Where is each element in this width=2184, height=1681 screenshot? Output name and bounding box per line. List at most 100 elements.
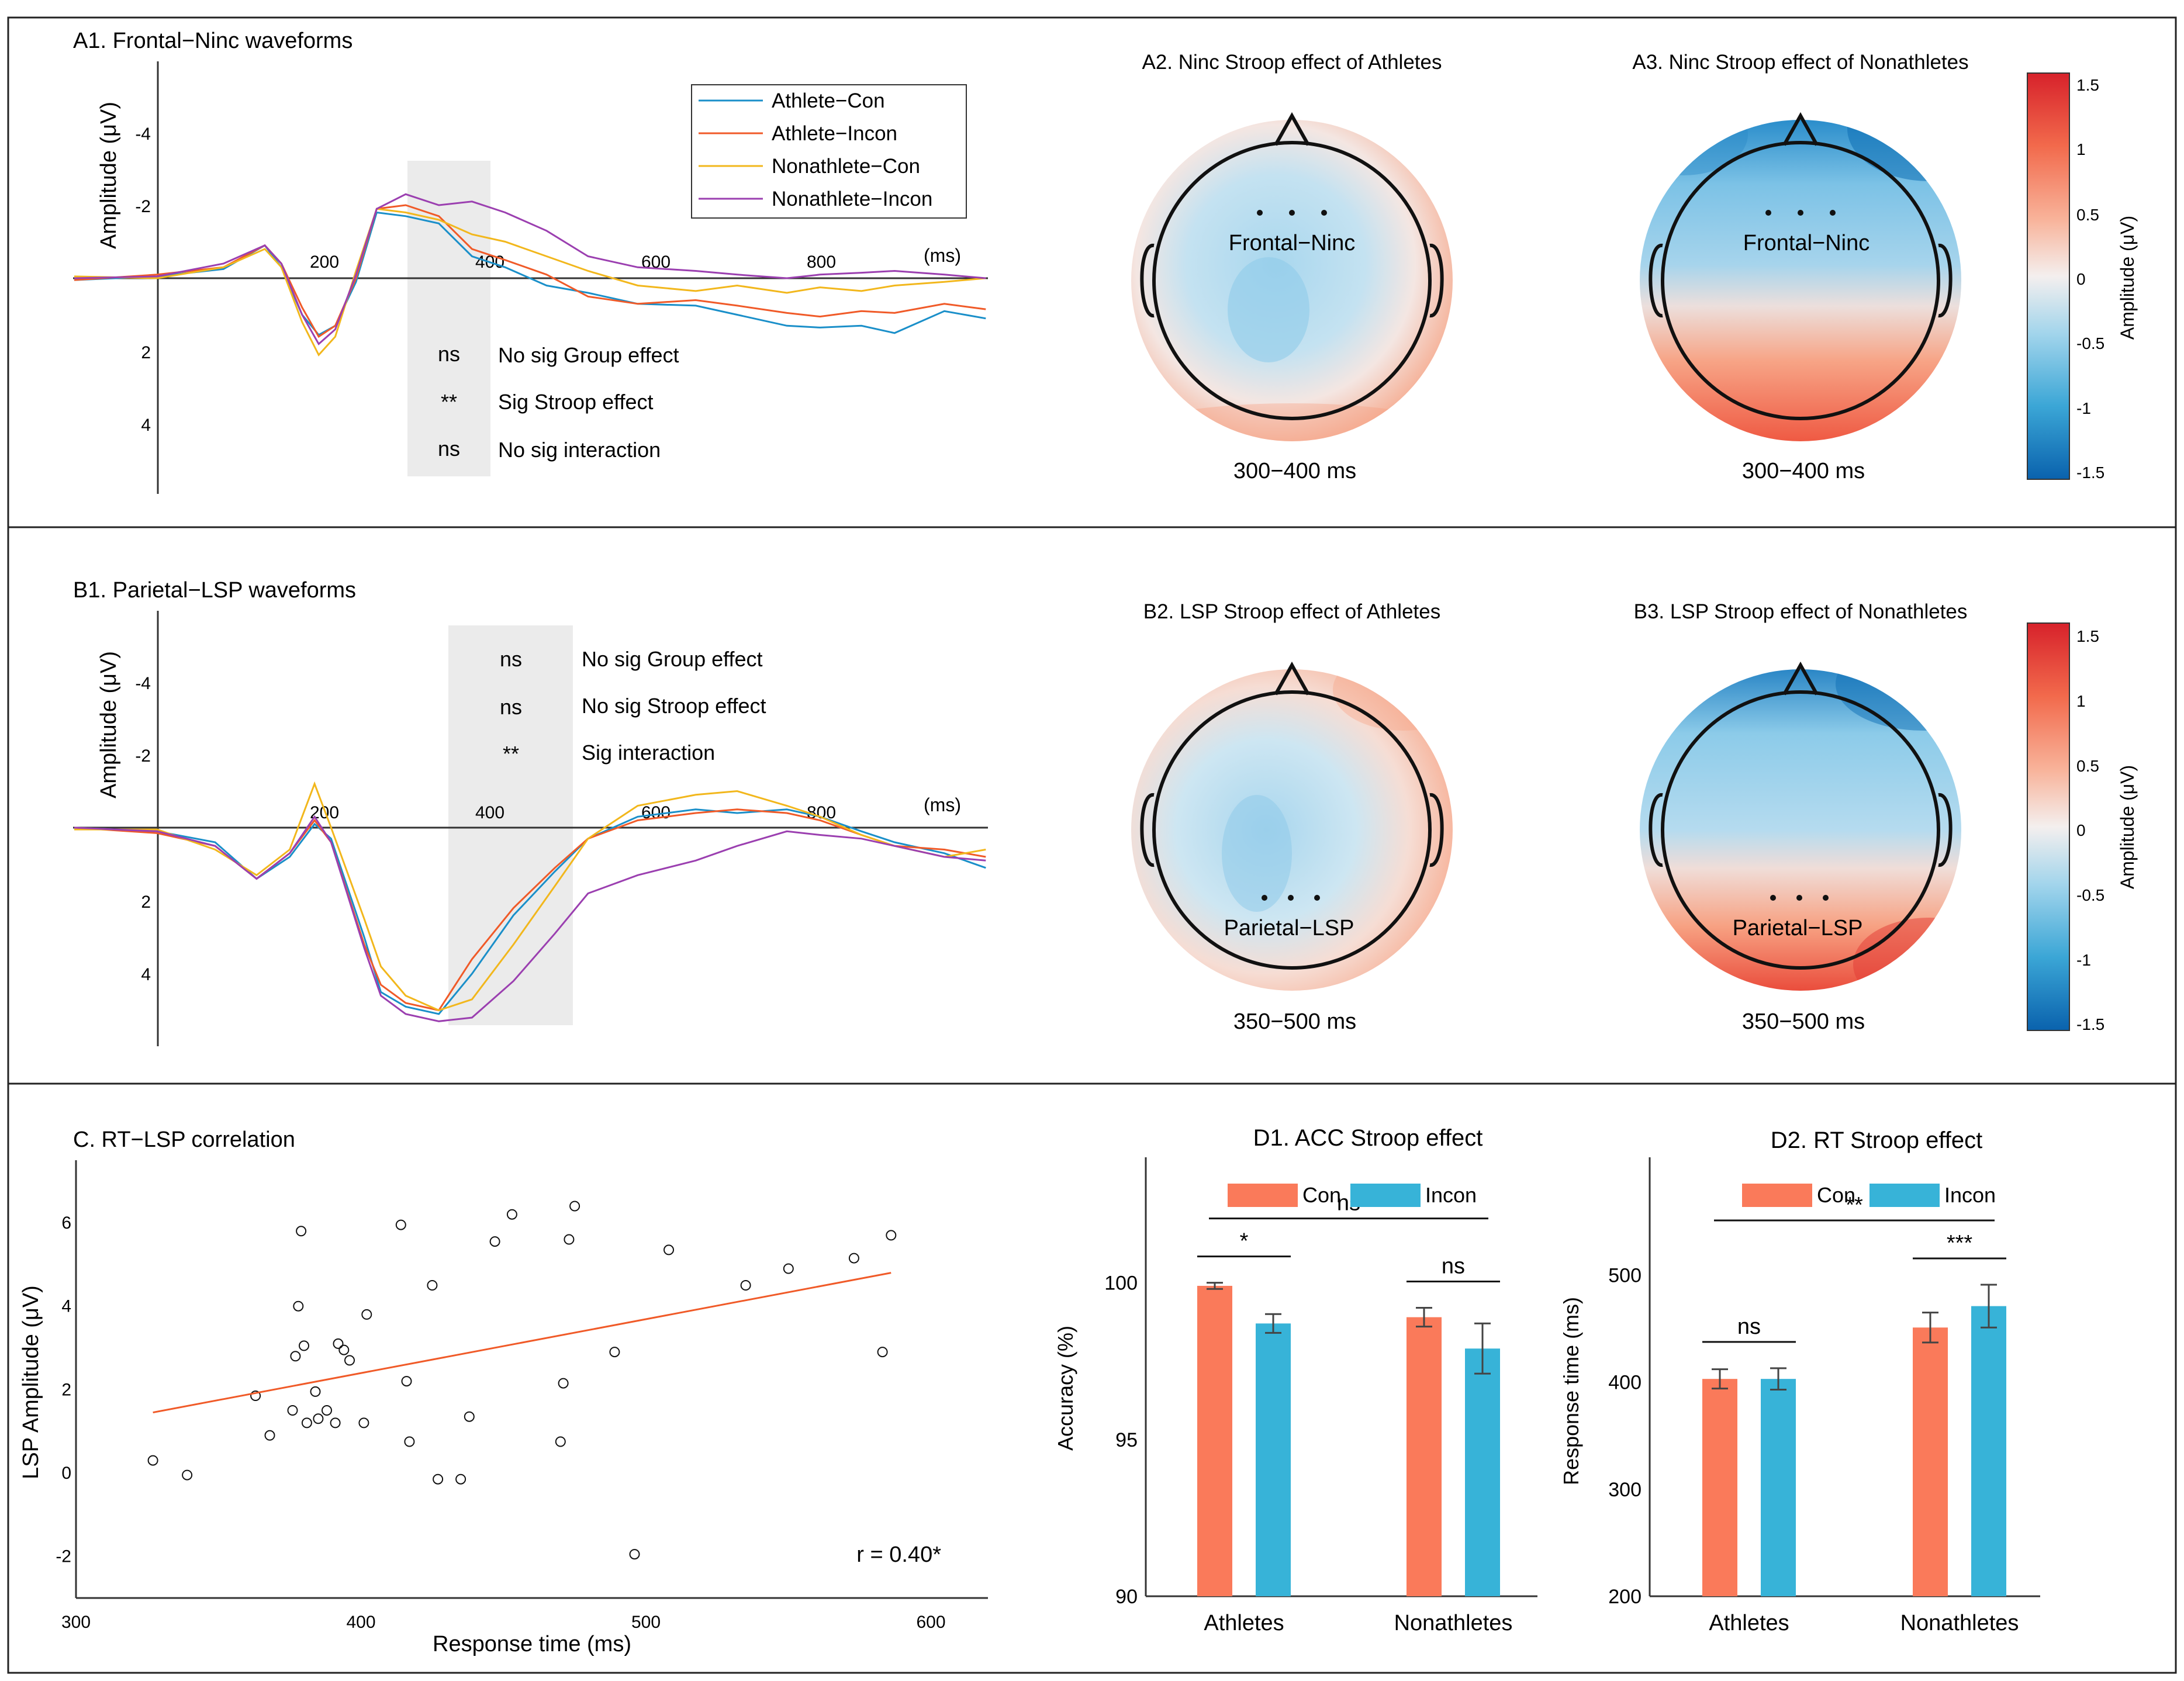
b1-trace-nonathlete-con (74, 781, 986, 1012)
b1-stat-mark-stroop: ns (500, 695, 522, 719)
a3-topomap (1640, 112, 1961, 441)
c-point-12 (322, 1405, 332, 1416)
d2-sig-label-2: ** (1846, 1193, 1863, 1217)
b1-ytick-4: 4 (141, 965, 151, 984)
d2-title: D2. RT Stroop effect (1771, 1127, 1982, 1153)
c-point-11 (313, 1413, 324, 1424)
d1-errorbar-nonathletes-incon (1474, 1322, 1491, 1375)
c-point-38 (877, 1347, 888, 1358)
c-point-20 (401, 1376, 412, 1387)
d1-legend-con: Con (1302, 1183, 1341, 1207)
d2-legend-swatch-incon (1869, 1184, 1940, 1207)
b1-traces (74, 781, 986, 1022)
c-xtick-600: 600 (916, 1613, 945, 1632)
c-point-16 (344, 1355, 355, 1366)
b1-shaded-window (448, 625, 573, 1025)
d2-errorbar-nonathletes-con (1922, 1312, 1938, 1344)
c-ytick-0: 0 (61, 1464, 71, 1483)
d1-title: D1. ACC Stroop effect (1253, 1125, 1483, 1151)
colorbar-b-tick-0: 0 (2076, 821, 2086, 839)
a1-ytick-4: 4 (141, 416, 151, 435)
d2-bar-athletes-con (1702, 1379, 1737, 1596)
a1-legend-box (691, 84, 967, 219)
c-point-2 (250, 1391, 261, 1401)
b1-stat-mark-group: ns (500, 647, 522, 671)
c-point-17 (358, 1417, 369, 1428)
c-point-39 (886, 1230, 897, 1241)
b1-stat-text-stroop: No sig Stroop effect (582, 694, 766, 718)
c-point-6 (293, 1300, 304, 1312)
a1-stat-mark-interaction: ns (438, 437, 460, 461)
a1-ylabel: Amplitude (μV) (96, 102, 121, 249)
c-fit-line (153, 1272, 891, 1414)
d1-category-nonathletes: Nonathletes (1394, 1611, 1513, 1635)
c-point-24 (455, 1474, 466, 1485)
c-point-30 (564, 1234, 575, 1245)
c-point-21 (404, 1436, 415, 1447)
c-point-37 (848, 1253, 859, 1264)
b1-xtick-800: 800 (807, 803, 836, 822)
b1-ytick--4: -4 (135, 674, 151, 693)
colorbar-b-label: Amplitude (μV) (2117, 765, 2138, 889)
b1-xtick-400: 400 (475, 803, 504, 822)
a1-title: A1. Frontal−Ninc waveforms (73, 29, 353, 53)
b1-stat-text-group: No sig Group effect (582, 647, 763, 671)
c-point-31 (569, 1201, 580, 1212)
colorbar-b-tick--0.5: -0.5 (2076, 886, 2104, 904)
colorbar-b (2027, 622, 2070, 1031)
c-point-3 (264, 1430, 275, 1441)
d2-legend-swatch-con (1742, 1184, 1812, 1207)
b1-xunit: (ms) (924, 794, 961, 815)
panel-frame-cd (7, 1082, 2177, 1674)
c-title: C. RT−LSP correlation (73, 1127, 295, 1152)
c-xtick-300: 300 (61, 1613, 91, 1632)
a1-stat-mark-stroop: ** (441, 390, 457, 414)
d1-category-athletes: Athletes (1204, 1611, 1284, 1635)
c-point-27 (506, 1209, 517, 1220)
b3-title: B3. LSP Stroop effect of Nonathletes (1634, 600, 1968, 623)
c-point-15 (338, 1344, 350, 1355)
colorbar-b-tick-0.5: 0.5 (2076, 757, 2099, 775)
d1-errorbar-athletes-con (1207, 1282, 1223, 1290)
colorbar-a-tick-0.5: 0.5 (2076, 206, 2099, 224)
b3-topomap (1640, 661, 1961, 991)
d1-bar-athletes-con (1197, 1285, 1232, 1596)
c-point-29 (558, 1378, 569, 1389)
a1-legend-nonathlete-con: Nonathlete−Con (772, 155, 920, 178)
d2-ytick-200: 200 (1608, 1586, 1642, 1608)
c-ticks: 300 400 500 600 6 4 2 0 -2 (56, 1213, 945, 1632)
d2-sig-label-0: ns (1737, 1315, 1761, 1339)
colorbar-a-tick-1.5: 1.5 (2076, 76, 2099, 94)
c-point-23 (433, 1474, 444, 1485)
c-ytick-2: 2 (61, 1380, 71, 1399)
c-point-18 (361, 1309, 372, 1320)
a2-topomap (1131, 112, 1453, 441)
d2-errorbar-nonathletes-incon (1981, 1284, 1997, 1329)
a3-title: A3. Ninc Stroop effect of Nonathletes (1632, 51, 1968, 74)
c-annotation: r = 0.40* (856, 1542, 941, 1567)
a1-stat-text-interaction: No sig interaction (498, 438, 661, 462)
d1-ytick-100: 100 (1104, 1272, 1138, 1295)
c-point-8 (299, 1340, 309, 1351)
a3-window: 300−400 ms (1742, 459, 1865, 483)
a1-shaded-window (407, 161, 490, 476)
a1-trace-nonathlete-con (74, 207, 986, 357)
c-point-32 (609, 1347, 620, 1358)
d2-errorbar-athletes-incon (1770, 1367, 1786, 1391)
c-ytick-6: 6 (61, 1213, 71, 1233)
c-ytick--2: -2 (56, 1547, 71, 1566)
d1-errorbar-nonathletes-con (1416, 1306, 1432, 1328)
d2-bar-athletes-incon (1761, 1379, 1796, 1596)
colorbar-a (2027, 72, 2070, 480)
d1-bar-nonathletes-incon (1465, 1348, 1500, 1596)
c-xtick-500: 500 (631, 1613, 661, 1632)
c-point-34 (664, 1244, 674, 1255)
a2-title: A2. Ninc Stroop effect of Athletes (1142, 51, 1442, 74)
b2-electrode-label: Parietal−LSP (1224, 916, 1354, 940)
d1-ytick-90: 90 (1115, 1586, 1138, 1608)
c-points (147, 1201, 897, 1560)
d2-category-nonathletes: Nonathletes (1900, 1611, 2019, 1635)
d1-sig-label-1: ns (1442, 1254, 1465, 1278)
a3-electrode-label: Frontal−Ninc (1743, 231, 1869, 255)
d1-ylabel: Accuracy (%) (1053, 1326, 1077, 1451)
